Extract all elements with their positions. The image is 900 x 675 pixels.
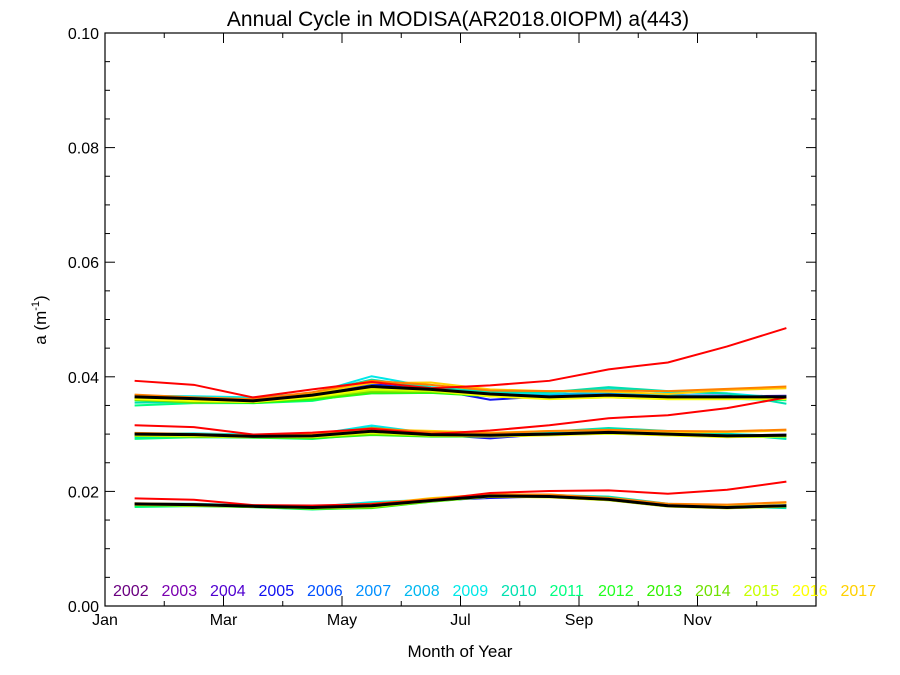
y-axis-label-main: a (m [31, 311, 50, 345]
y-axis: 0.00 0.02 0.04 0.06 0.08 0.10 [68, 26, 816, 616]
legend-entry-2011: 2011 [550, 583, 585, 600]
legend-entry-2005: 2005 [259, 583, 295, 600]
legend-entry-2004: 2004 [210, 583, 246, 600]
mean-line-group-3 [134, 494, 787, 509]
legend-entry-2013: 2013 [647, 583, 683, 600]
x-axis: Jan Mar May Jul Sep Nov [92, 33, 817, 629]
y-axis-label-exponent: -1 [30, 301, 42, 311]
mean-lines [134, 385, 787, 509]
x-tick-label: Nov [683, 612, 711, 629]
legend-entry-2007: 2007 [356, 583, 392, 600]
x-tick-label: Jul [450, 612, 470, 629]
chart-title: Annual Cycle in MODISA(AR2018.0IOPM) a(4… [227, 8, 689, 31]
x-tick-label: May [327, 612, 357, 629]
legend-entry-2008: 2008 [404, 583, 440, 600]
legend-entry-2012: 2012 [598, 583, 634, 600]
mean-line-group-1 [134, 385, 787, 403]
legend-entry-2002: 2002 [113, 583, 149, 600]
y-axis-label: a (m-1) [30, 295, 50, 344]
series-line-extra-17-group-2 [134, 396, 787, 436]
legend-entry-2017: 2017 [841, 583, 877, 600]
y-tick-label: 0.10 [68, 26, 99, 43]
legend-entry-2015: 2015 [744, 583, 780, 600]
x-tick-label: Sep [565, 612, 594, 629]
legend-entry-2009: 2009 [453, 583, 489, 600]
legend-entry-2014: 2014 [695, 583, 731, 600]
series-lines [134, 327, 787, 511]
x-tick-label: Jan [92, 612, 118, 629]
y-tick-label: 0.04 [68, 370, 99, 387]
plot-frame [104, 32, 817, 607]
y-tick-label: 0.00 [68, 599, 99, 616]
legend: 2002 2003 2004 2005 2006 2007 2008 2009 2010 2011… [113, 583, 876, 600]
x-tick-label: Mar [210, 612, 238, 629]
mean-line-group-2 [134, 429, 787, 438]
series-line-extra-17-group-3 [134, 480, 787, 507]
y-axis-label-close: ) [31, 295, 50, 301]
y-tick-label: 0.08 [68, 141, 99, 158]
y-tick-label: 0.06 [68, 255, 99, 272]
legend-entry-2016: 2016 [792, 583, 828, 600]
x-axis-label: Month of Year [408, 642, 513, 661]
series-line-extra-17-group-1 [134, 327, 787, 399]
y-tick-label: 0.02 [68, 484, 99, 501]
legend-entry-2006: 2006 [307, 583, 343, 600]
legend-entry-2010: 2010 [501, 583, 537, 600]
legend-entry-2003: 2003 [162, 583, 198, 600]
